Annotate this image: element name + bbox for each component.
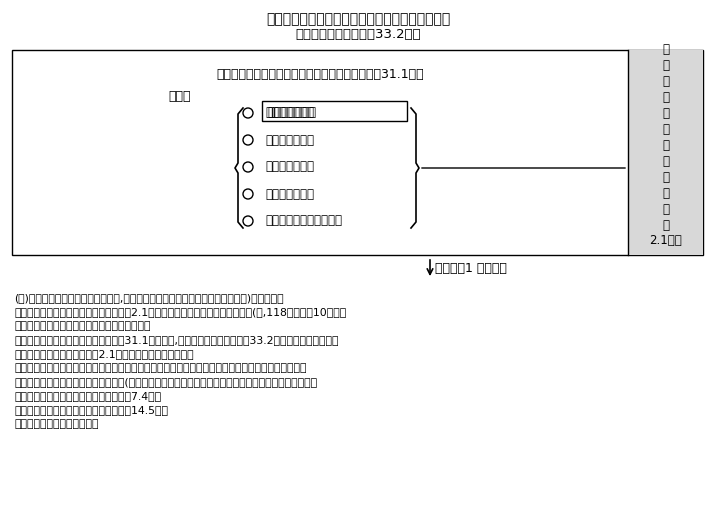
Circle shape [243, 108, 253, 118]
Text: 内　訳: 内 訳 [168, 90, 191, 103]
Bar [12, 50, 703, 255]
Text: 2.1兆円: 2.1兆円 [649, 234, 682, 248]
Text: (注)１　「公的年金等支払金額」は,「国税庁統計年報書（８年度）（標本調査)」による。: (注)１ 「公的年金等支払金額」は,「国税庁統計年報書（８年度）（標本調査)」に… [14, 293, 284, 303]
Text: ・国民年金（老齢年金）　　約7.4兆円: ・国民年金（老齢年金） 約7.4兆円 [14, 391, 161, 401]
Text: 減収額＝1 兆円程度: 減収額＝1 兆円程度 [435, 262, 507, 274]
Text: 配　偶　者控除: 配 偶 者控除 [265, 160, 314, 174]
Circle shape [243, 135, 253, 145]
Text: 老　年　者　控　除　等: 老 年 者 控 除 等 [265, 214, 342, 228]
Circle shape [243, 162, 253, 172]
Text: （参考）８年度における年金等支給額(「社会保障統計年報」（総理府社会制度審議会事務局）による）: （参考）８年度における年金等支給額(「社会保障統計年報」（総理府社会制度審議会事… [14, 377, 317, 387]
Text: 公的年金等控除: 公的年金等控除 [265, 106, 314, 119]
Text: 公的年金等控除: 公的年金等控除 [267, 106, 316, 119]
Text: （出所）　＜図１＞と同じ。: （出所） ＜図１＞と同じ。 [14, 419, 98, 429]
Text: ２　「源泉徴収の対象となる部分　2.1兆円」は，上記資料の源泉徴収税額(２,118億円）を10％（源: ２ 「源泉徴収の対象となる部分 2.1兆円」は，上記資料の源泉徴収税額(２,11… [14, 307, 346, 317]
Text: ４　源泉徴収の対象とされた部分に係る税額については，確定（還付）申告により精算される。: ４ 源泉徴収の対象とされた部分に係る税額については，確定（還付）申告により精算さ… [14, 363, 306, 373]
Text: 源
泉
徴
収
の
対
象
と
な
る
部
分: 源 泉 徴 収 の 対 象 と な る 部 分 [662, 43, 669, 232]
Text: 諸控除により（源泉徴収）対象とならない部分　31.1兆円: 諸控除により（源泉徴収）対象とならない部分 31.1兆円 [217, 68, 424, 81]
Text: 公的年金等支払金額　33.2兆円: 公的年金等支払金額 33.2兆円 [295, 28, 421, 41]
Text: 扶　養　控　除: 扶 養 控 除 [265, 188, 314, 200]
Text: の対象となる部分　2.1兆円」を差し引いて算出。: の対象となる部分 2.1兆円」を差し引いて算出。 [14, 349, 194, 359]
Text: ＜図２＞　公的年金等に係る（源泉徴収）の状況: ＜図２＞ 公的年金等に係る（源泉徴収）の状況 [266, 12, 450, 26]
Circle shape [243, 189, 253, 199]
Bar [262, 101, 407, 121]
Circle shape [243, 216, 253, 226]
Text: ・厚生年金（老齢年金）　　約14.5兆円: ・厚生年金（老齢年金） 約14.5兆円 [14, 405, 168, 415]
Bar [628, 50, 703, 255]
Text: 泉徴収の際の税率）で割返して算出。: 泉徴収の際の税率）で割返して算出。 [14, 321, 151, 331]
Text: ３　「課税対象とならない部分　31.1兆円」は,「公的年金等支払金額　33.2兆円」から「源泉徴収: ３ 「課税対象とならない部分 31.1兆円」は,「公的年金等支払金額 33.2兆… [14, 335, 338, 345]
Text: 基　礎　控　除: 基 礎 控 除 [265, 134, 314, 146]
